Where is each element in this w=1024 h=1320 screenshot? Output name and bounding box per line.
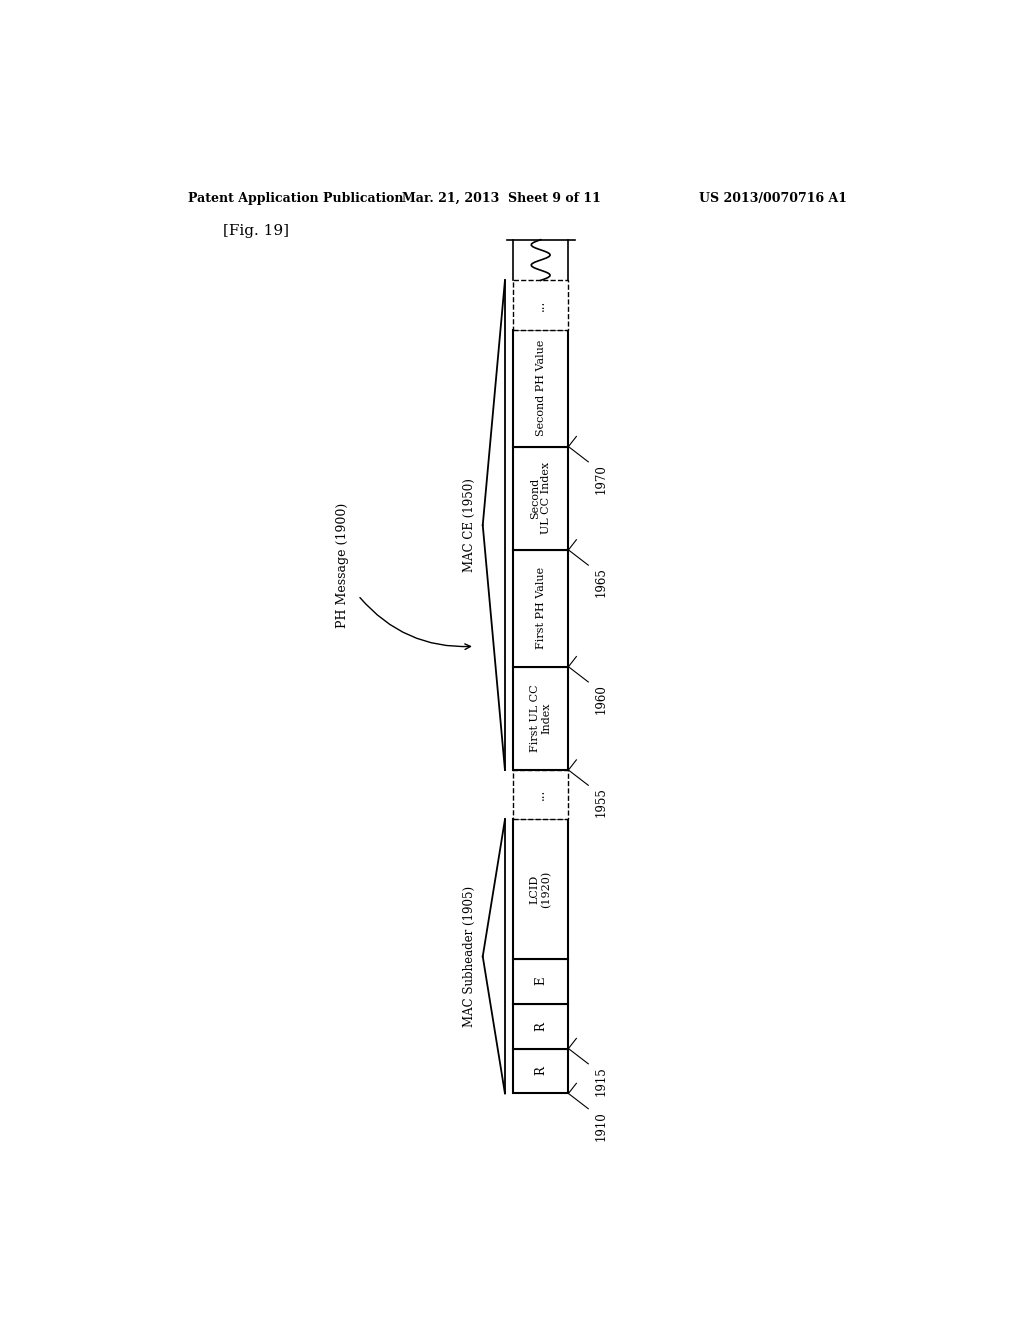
Bar [513,550,568,667]
Text: Second
UL CC Index: Second UL CC Index [529,462,552,535]
Text: MAC CE (1950): MAC CE (1950) [464,478,476,572]
Text: [Fig. 19]: [Fig. 19] [223,224,289,239]
Text: 1915: 1915 [595,1065,607,1096]
Text: Second PH Value: Second PH Value [536,341,546,437]
Bar [513,770,568,820]
Bar [513,667,568,770]
Text: US 2013/0070716 A1: US 2013/0070716 A1 [699,191,848,205]
Text: 1960: 1960 [595,684,607,714]
Text: First UL CC
Index: First UL CC Index [529,685,552,752]
Text: ...: ... [535,789,547,800]
Bar [513,446,568,550]
Text: 1970: 1970 [595,463,607,494]
Text: LCID
(1920): LCID (1920) [529,870,552,908]
Text: ...: ... [535,300,547,310]
Bar [513,280,568,330]
Text: 1965: 1965 [595,568,607,597]
Text: Mar. 21, 2013  Sheet 9 of 11: Mar. 21, 2013 Sheet 9 of 11 [401,191,601,205]
Text: 1955: 1955 [595,787,607,817]
Bar [513,820,568,958]
Text: First PH Value: First PH Value [536,568,546,649]
Text: 1910: 1910 [595,1110,607,1140]
Text: PH Message (1900): PH Message (1900) [336,503,349,627]
Bar [513,1003,568,1048]
Bar [513,330,568,446]
Bar [513,958,568,1003]
Text: E: E [535,977,547,986]
Text: R: R [535,1022,547,1031]
Bar [513,1048,568,1093]
Text: MAC Subheader (1905): MAC Subheader (1905) [464,886,476,1027]
Text: R: R [535,1067,547,1076]
Text: Patent Application Publication: Patent Application Publication [187,191,403,205]
